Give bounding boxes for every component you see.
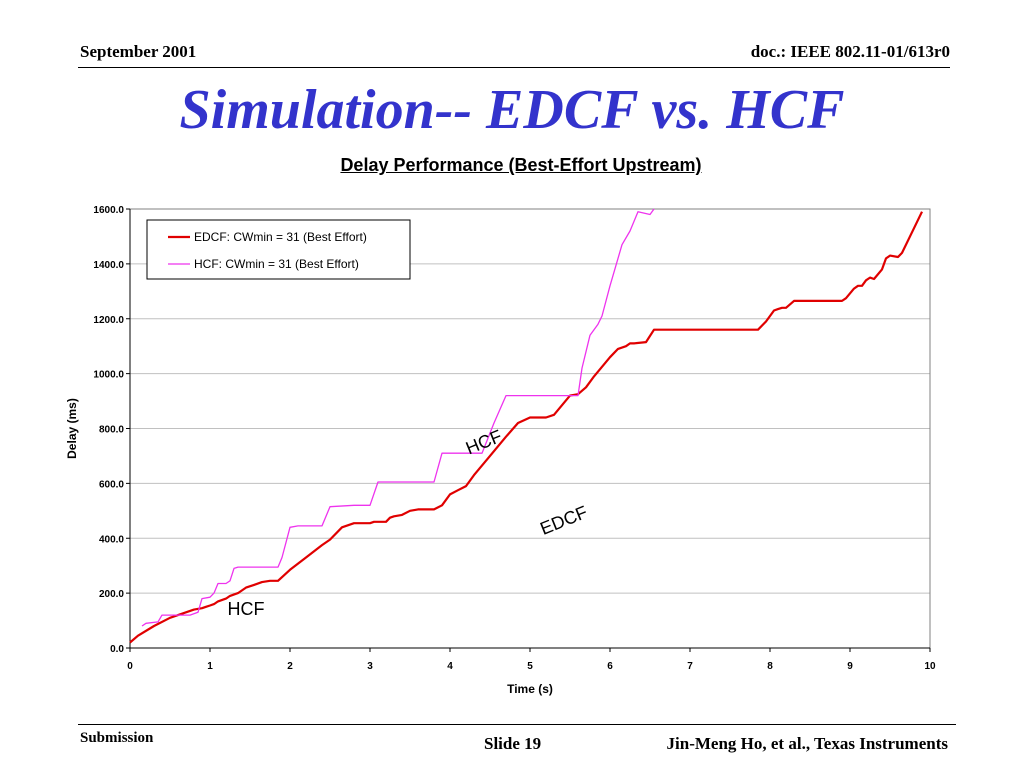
y-axis: 0.0 200.0 400.0 600.0 800.0 1000.0 1200.0 1400.… [93, 205, 131, 655]
x-tick-label: 6 [607, 661, 613, 672]
y-tick-label: 1200.0 [93, 315, 124, 326]
footer-divider [78, 724, 956, 725]
x-tick-label: 10 [924, 661, 936, 672]
chart-legend: EDCF: CWmin = 31 (Best Effort) HCF: CWmin… [146, 219, 411, 280]
chart-title: Delay Performance (Best-Effort Upstream) [340, 155, 702, 175]
footer-slide-number: Slide 19 [484, 734, 542, 753]
x-tick-label: 9 [847, 661, 853, 672]
legend-label: EDCF: CWmin = 31 (Best Effort) [194, 230, 367, 244]
x-tick-label: 4 [447, 661, 453, 672]
y-tick-label: 400.0 [99, 534, 124, 545]
legend-box [146, 219, 411, 280]
x-tick-label: 1 [207, 661, 213, 672]
header-doc-id: doc.: IEEE 802.11-01/613r0 [750, 42, 950, 61]
footer-submission: Submission [80, 730, 154, 746]
x-tick-label: 3 [367, 661, 373, 672]
x-tick-label: 0 [127, 661, 133, 672]
x-tick-label: 8 [767, 661, 773, 672]
series-lines [129, 208, 923, 644]
header-divider [78, 67, 950, 68]
x-tick-label: 5 [527, 661, 533, 672]
y-tick-label: 1000.0 [93, 370, 124, 381]
x-axis-label: Time (s) [507, 682, 553, 696]
x-axis: 0 1 2 3 4 5 6 7 8 9 10 [127, 647, 936, 672]
y-tick-label: 600.0 [99, 479, 124, 490]
chart-annotations: HCF EDCF HCF [228, 426, 591, 619]
legend-label: HCF: CWmin = 31 (Best Effort) [194, 257, 359, 271]
y-tick-label: 200.0 [99, 589, 124, 600]
annotation-label: EDCF [537, 502, 590, 539]
series-line-hcf [141, 208, 655, 627]
annotation-label: HCF [463, 426, 505, 458]
header-date: September 2001 [80, 42, 197, 61]
footer-author: Jin-Meng Ho, et al., Texas Instruments [666, 734, 948, 753]
y-tick-label: 1400.0 [93, 260, 124, 271]
x-tick-label: 2 [287, 661, 293, 672]
series-line-edcf [129, 211, 923, 644]
chart-grid [130, 263, 930, 594]
y-tick-label: 1600.0 [93, 205, 124, 216]
x-tick-label: 7 [687, 661, 693, 672]
y-axis-label: Delay (ms) [65, 398, 79, 459]
annotation-label: HCF [228, 599, 265, 619]
y-tick-label: 0.0 [110, 644, 124, 655]
slide-title: Simulation-- EDCF vs. HCF [179, 79, 845, 141]
y-tick-label: 800.0 [99, 425, 124, 436]
